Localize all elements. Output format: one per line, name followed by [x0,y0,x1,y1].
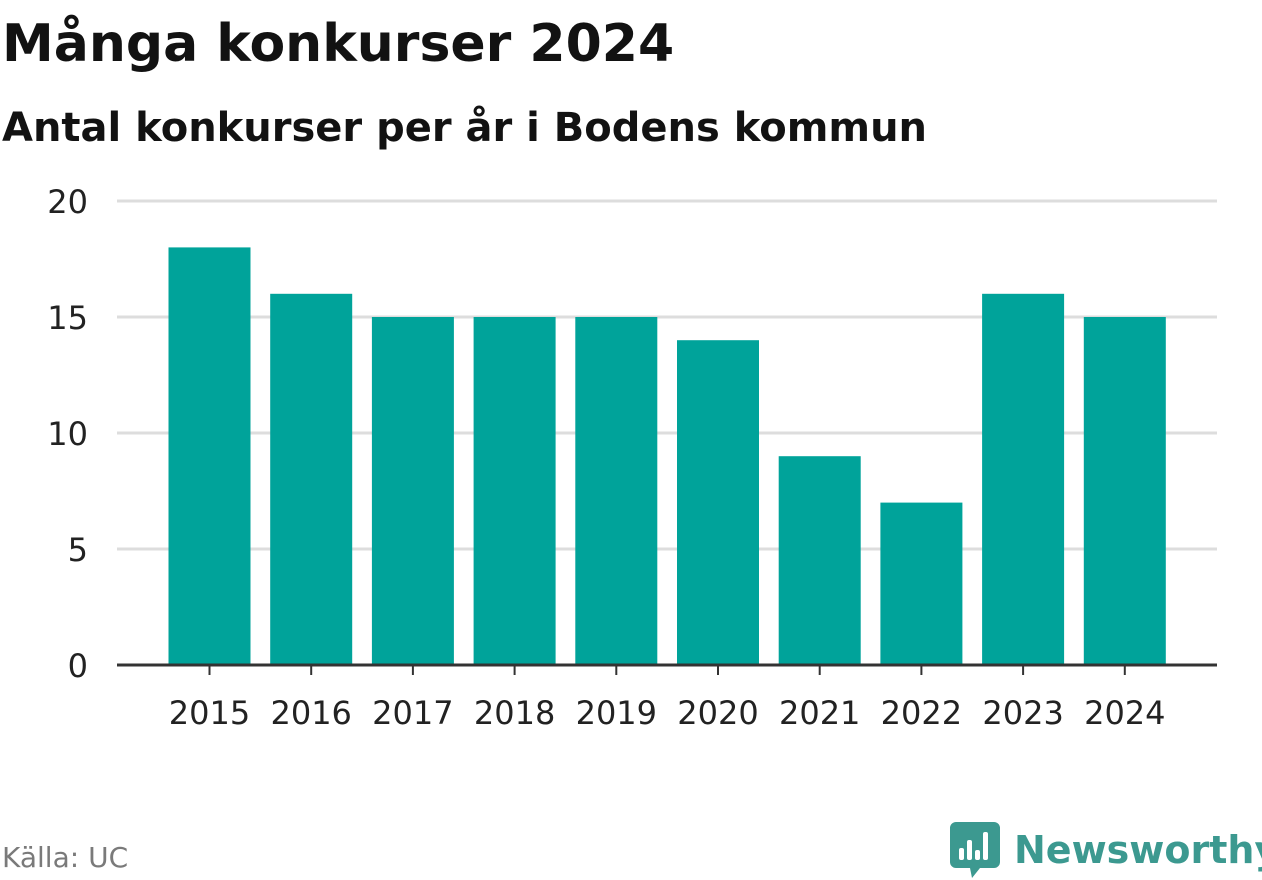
x-tick-label: 2020 [677,694,758,732]
bar-chart-speech-bubble-icon [950,822,1000,878]
y-tick-label: 5 [68,531,88,569]
bar [168,247,251,665]
y-tick-label: 15 [47,299,88,337]
bar [371,317,454,665]
source-note: Källa: UC [2,841,129,874]
x-axis-ticks: 2015 2016 2017 2018 2019 2020 2021 2022 2023 2024 [169,665,1166,732]
x-tick-label: 2023 [982,694,1063,732]
brand-name: Newsworthy [1014,828,1262,872]
bar [575,317,658,665]
chart-title: Många konkurser 2024 [2,14,675,74]
x-tick-label: 2024 [1084,694,1165,732]
bar [982,293,1065,665]
bar [473,317,556,665]
x-tick-label: 2021 [779,694,860,732]
x-tick-label: 2019 [576,694,657,732]
x-tick-label: 2015 [169,694,250,732]
x-tick-label: 2022 [881,694,962,732]
bar [778,456,861,665]
bars [168,247,1166,665]
bar [270,293,353,665]
bar [1083,317,1166,665]
y-axis-ticks: 0 5 10 15 20 [47,183,88,685]
y-tick-label: 10 [47,415,88,453]
bar [880,502,963,665]
brand-logo: Newsworthy [950,820,1262,880]
x-tick-label: 2018 [474,694,555,732]
bar-chart: 0 5 10 15 20 2015 2016 2017 2018 2019 2020 2021 202… [47,183,1217,732]
y-tick-label: 0 [68,647,88,685]
x-tick-label: 2016 [270,694,351,732]
x-tick-label: 2017 [372,694,453,732]
y-tick-label: 20 [47,183,88,221]
chart-subtitle: Antal konkurser per år i Bodens kommun [2,105,928,151]
bar [677,340,759,665]
